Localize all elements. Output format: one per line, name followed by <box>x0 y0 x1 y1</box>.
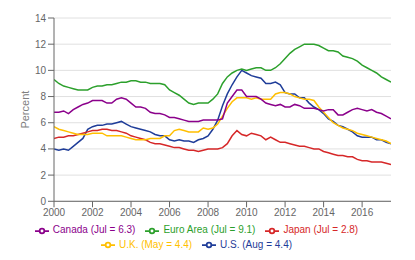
svg-text:0: 0 <box>40 196 46 207</box>
svg-text:2014: 2014 <box>312 207 335 218</box>
svg-text:2000: 2000 <box>43 207 66 218</box>
svg-text:2010: 2010 <box>235 207 258 218</box>
svg-text:8: 8 <box>40 91 46 102</box>
svg-text:2016: 2016 <box>351 207 374 218</box>
svg-text:2012: 2012 <box>274 207 297 218</box>
svg-text:2: 2 <box>40 170 46 181</box>
html-text:U.K. (May = 4.4): U.K. (May = 4.4) <box>119 238 192 250</box>
svg-text:10: 10 <box>35 65 47 76</box>
svg-text:4: 4 <box>40 143 46 154</box>
svg-text:2008: 2008 <box>197 207 220 218</box>
svg-text:6: 6 <box>40 117 46 128</box>
html-text:Japan (Jul = 2.8): Japan (Jul = 2.8) <box>283 224 359 236</box>
html-text:Canada (Jul = 6.3): Canada (Jul = 6.3) <box>52 224 136 236</box>
svg-text:2002: 2002 <box>81 207 104 218</box>
html-text:U.S. (Aug = 4.4): U.S. (Aug = 4.4) <box>220 238 292 250</box>
svg-text:12: 12 <box>35 39 47 50</box>
svg-text:14: 14 <box>35 13 47 24</box>
html-text:Euro Area (Jul = 9.1): Euro Area (Jul = 9.1) <box>163 224 256 236</box>
svg-text:2004: 2004 <box>120 207 143 218</box>
svg-text:2006: 2006 <box>158 207 181 218</box>
svg-text:Percent: Percent <box>19 91 31 129</box>
